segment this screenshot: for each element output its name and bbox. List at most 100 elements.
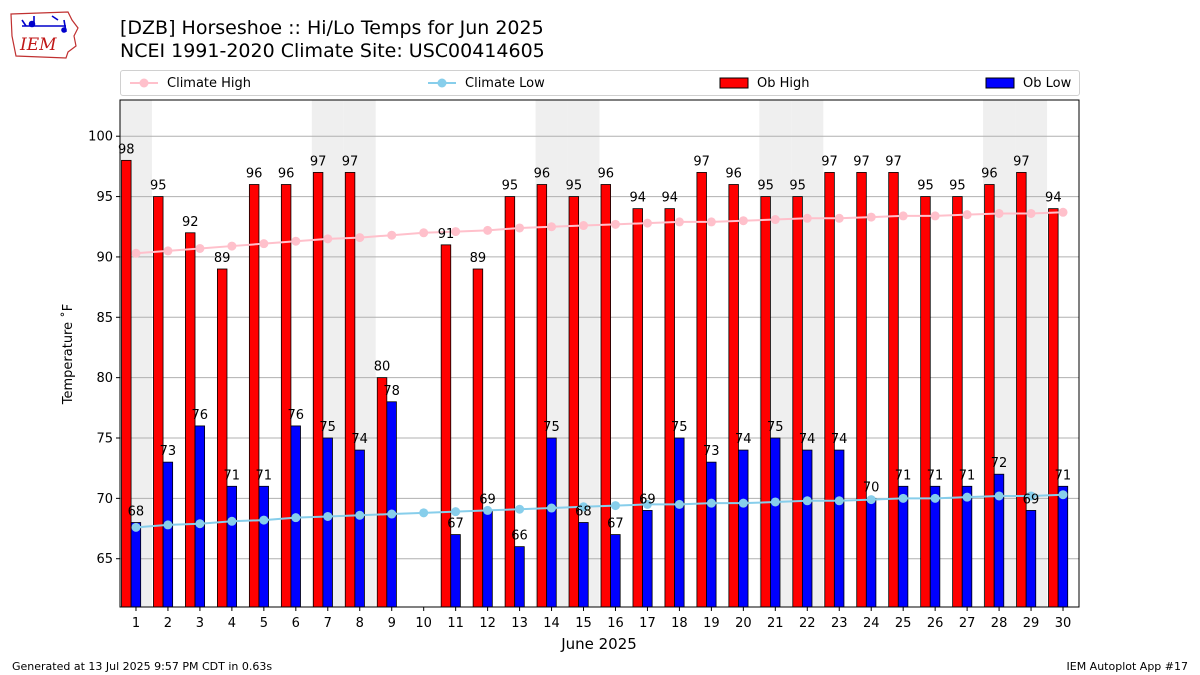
climate-high-point (355, 233, 365, 243)
climate-low-point (451, 507, 461, 517)
ob-low-label: 70 (863, 480, 880, 495)
ob-low-bar (865, 497, 877, 608)
ob-high-bar (856, 172, 867, 608)
climate-low-point (579, 502, 589, 512)
climate-low-point (930, 493, 940, 503)
climate-low-line (135, 493, 1064, 529)
climate-high-point (483, 225, 493, 235)
ob-low-bar (482, 510, 493, 608)
climate-high-point (706, 217, 716, 227)
x-tick-label: 5 (260, 616, 268, 631)
ob-low-label: 74 (799, 432, 816, 447)
ob-low-bar (322, 437, 333, 608)
climate-high-point (515, 223, 525, 233)
ob-low-bar (226, 485, 237, 608)
ob-high-bar (1016, 172, 1027, 608)
climate-low-point (291, 513, 301, 523)
climate-lines (131, 207, 1068, 532)
y-tick-label: 95 (96, 190, 113, 205)
legend-item-ob-low: Ob Low (985, 71, 1071, 95)
ob-low-bar (546, 437, 557, 608)
x-axis: 1 2 3 4 5 6 7 8 9 10 11 12 13 14 15 16 17 18 19 20 21 22 23 24 2… (132, 607, 1071, 631)
ob-low-bar (801, 449, 813, 608)
x-tick-label: 25 (895, 616, 912, 631)
climate-high-line (135, 211, 1064, 255)
ob-high-label: 92 (182, 215, 199, 230)
ob-low-label: 73 (703, 444, 720, 459)
legend-swatch-icon (719, 77, 749, 89)
x-tick-label: 9 (388, 616, 396, 631)
ob-high-bar (376, 377, 388, 608)
legend-line-marker-icon (428, 78, 456, 88)
x-tick-label: 18 (671, 616, 688, 631)
ob-low-label: 71 (255, 468, 272, 483)
x-tick-label: 20 (735, 616, 752, 631)
ob-high-label: 94 (661, 191, 678, 206)
climate-high-point (1026, 208, 1036, 218)
ob-high-label: 95 (502, 179, 519, 194)
iem-logo: IEM (10, 11, 79, 59)
ob-low-bar (706, 461, 717, 608)
x-tick-label: 8 (356, 616, 364, 631)
ob-low-bar (642, 510, 653, 608)
climate-low-point (1026, 491, 1036, 501)
y-tick-label: 85 (96, 311, 113, 326)
climate-low-point (642, 499, 652, 509)
ob-low-bar (833, 449, 845, 608)
climate-high-point (323, 234, 333, 244)
ob-low-label: 71 (927, 468, 944, 483)
climate-high-point (163, 246, 173, 256)
ob-low-label: 71 (1055, 468, 1072, 483)
ob-low-bar (386, 401, 397, 608)
ob-high-bar (216, 268, 228, 608)
x-tick-label: 19 (703, 616, 720, 631)
chart-title: [DZB] Horseshoe :: Hi/Lo Temps for Jun 2… (120, 17, 544, 39)
ob-high-label: 97 (821, 154, 838, 169)
climate-high-point (291, 236, 301, 246)
ob-low-bar (1057, 485, 1069, 608)
climate-low-point (738, 498, 748, 508)
y-axis-label: Temperature ˚F (60, 304, 76, 405)
legend-label-climate-high: Climate High (167, 75, 252, 91)
ob-low-label: 74 (831, 432, 848, 447)
ob-high-label: 96 (278, 167, 295, 182)
chart-legend: Climate High Climate Low Ob High Ob Low (120, 70, 1080, 96)
footer-generated: Generated at 13 Jul 2025 9:57 PM CDT in … (12, 660, 273, 673)
climate-low-point (834, 496, 844, 506)
ob-low-bar (194, 425, 206, 608)
climate-high-point (802, 213, 812, 223)
y-tick-label: 65 (96, 552, 113, 567)
climate-low-point (227, 516, 237, 526)
ob-high-bar (984, 184, 995, 608)
ob-high-label: 95 (789, 179, 806, 194)
legend-swatch-icon (985, 77, 1015, 89)
weather-station-icon (21, 15, 67, 33)
ob-high-label: 95 (150, 179, 167, 194)
ob-low-label: 75 (767, 420, 784, 435)
climate-high-point (994, 208, 1004, 218)
climate-low-point (419, 508, 429, 518)
ob-bars (121, 159, 1069, 608)
climate-low-point (994, 491, 1004, 501)
climate-low-point (195, 519, 205, 529)
climate-low-point (163, 520, 173, 530)
climate-low-point (1058, 490, 1068, 500)
ob-high-label: 95 (917, 179, 934, 194)
ob-low-bar (450, 534, 461, 608)
x-tick-label: 17 (639, 616, 656, 631)
y-axis: 65 70 75 80 85 90 95 100 (88, 130, 120, 567)
ob-high-label: 98 (118, 142, 135, 157)
ob-low-label: 71 (224, 468, 241, 483)
ob-low-label: 67 (447, 517, 464, 532)
ob-low-bar (770, 437, 781, 608)
x-tick-label: 16 (607, 616, 624, 631)
ob-high-label: 96 (598, 167, 615, 182)
ob-high-bar (952, 196, 963, 608)
iowa-outline-icon (10, 11, 79, 59)
legend-label-climate-low: Climate Low (465, 75, 545, 91)
x-tick-label: 11 (447, 616, 464, 631)
ob-high-bar (1048, 208, 1059, 608)
ob-low-label: 76 (192, 408, 209, 423)
x-tick-label: 22 (799, 616, 816, 631)
legend-label-ob-high: Ob High (757, 75, 810, 91)
